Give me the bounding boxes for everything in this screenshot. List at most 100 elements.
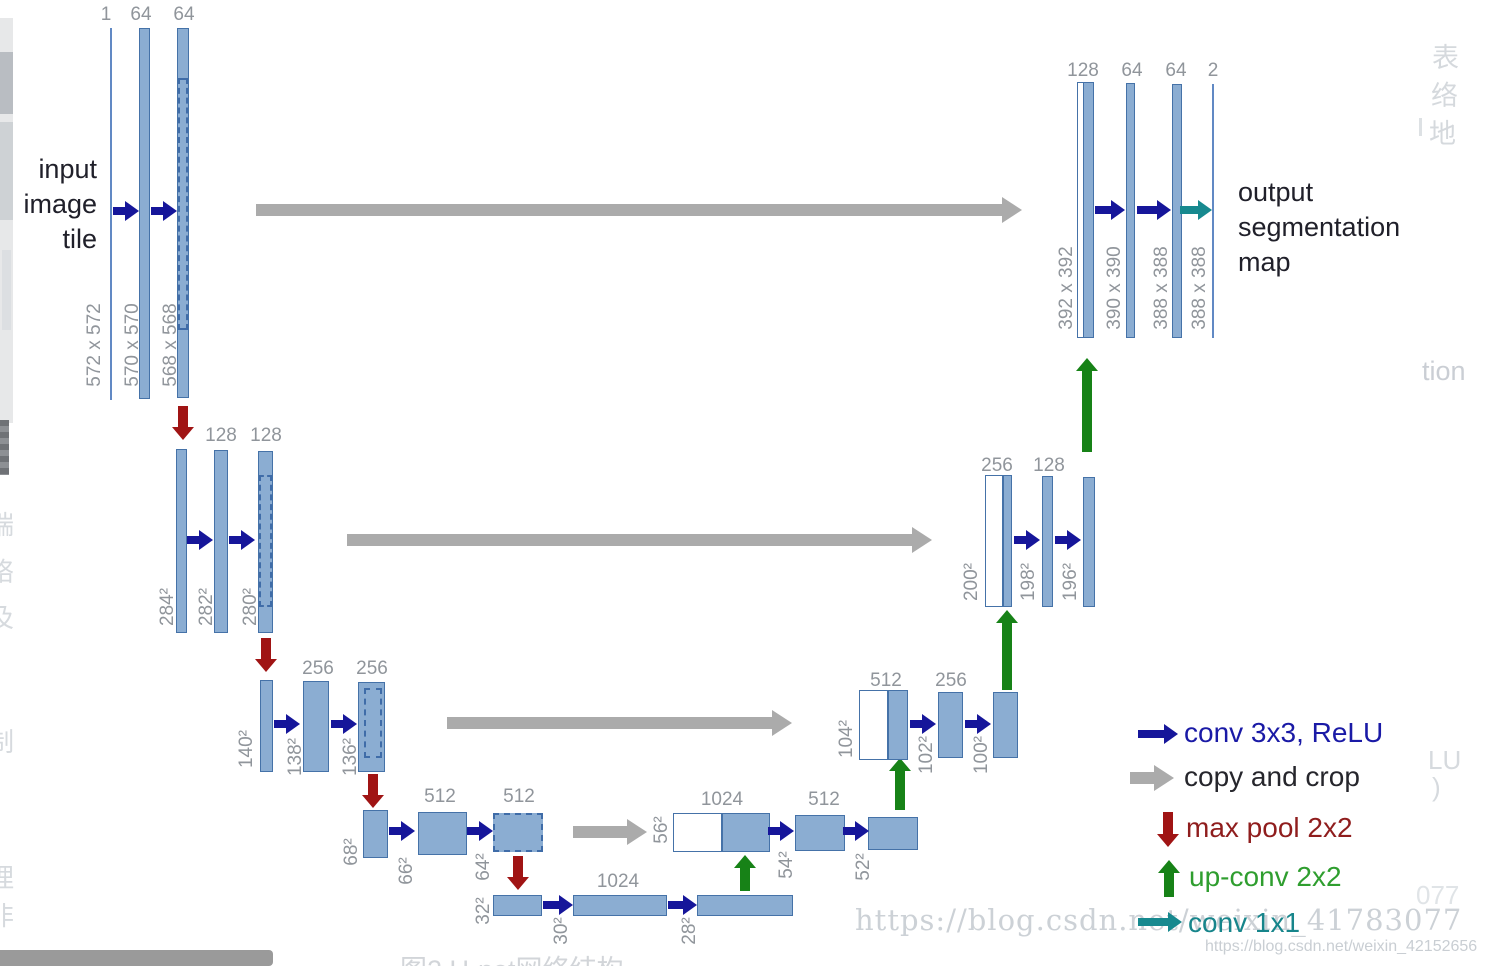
output-label-line3: map (1238, 247, 1291, 277)
bottom-left-gray-bar (0, 950, 273, 966)
side-text-tion: tion (1422, 356, 1466, 386)
channel-label: 512 (808, 789, 840, 810)
upconv-arrow-icon (889, 758, 911, 810)
legend-copy-label: copy and crop (1184, 761, 1360, 792)
dimension-label: 140² (236, 729, 257, 769)
feature-map-bar (938, 692, 963, 758)
feature-map-bar (1126, 83, 1135, 338)
input-feature-line (110, 28, 112, 400)
legend-conv1x1-arrow-icon (1138, 911, 1182, 933)
left-edge-smudge (2, 250, 11, 330)
dimension-label: 572 x 572 (84, 303, 105, 387)
ghost-text-paren: ) (1432, 772, 1441, 802)
feature-map-bar (139, 28, 150, 399)
feature-map-bar (258, 451, 273, 633)
conv1x1-arrow-icon (1180, 200, 1212, 220)
maxpool-arrow-icon (172, 406, 194, 440)
crop-region-outline (178, 78, 188, 330)
dimension-label: 64² (473, 853, 494, 881)
crop-region-outline (259, 475, 272, 607)
dimension-label: 54² (776, 851, 797, 879)
dimension-label: 392 x 392 (1056, 246, 1077, 330)
copied-feature-bar (985, 475, 1003, 607)
feature-map-bar (573, 895, 667, 916)
feature-map-bar (697, 895, 793, 916)
left-edge-text-fragment: 络 (0, 557, 15, 587)
feature-map-bar (1042, 476, 1053, 607)
copy-crop-arrow-icon (256, 197, 1022, 223)
input-label-line2: image (23, 189, 97, 219)
dimension-label: 56² (651, 816, 672, 844)
channel-label: 128 (250, 425, 282, 446)
feature-map-bar (795, 815, 845, 851)
output-label-line1: output (1238, 177, 1314, 207)
left-edge-text-fragment: 非 (0, 901, 15, 931)
feature-map-bar (888, 690, 908, 760)
conv-arrow-icon (910, 714, 936, 734)
feature-map-bar (1083, 477, 1095, 607)
dimension-label: 68² (341, 838, 362, 866)
legend-upconv-label: up-conv 2x2 (1189, 861, 1342, 892)
channel-label: 1 (100, 4, 112, 25)
channel-label: 512 (503, 786, 535, 807)
conv-arrow-icon (1014, 530, 1040, 550)
feature-map-bar (1083, 82, 1094, 338)
upconv-arrow-icon (734, 855, 756, 891)
channel-label: 1024 (596, 871, 640, 892)
copied-feature-bar (859, 690, 888, 760)
conv-arrow-icon (113, 201, 139, 221)
left-edge-text-fragment: 制 (0, 727, 15, 757)
dimension-label: 390 x 390 (1104, 246, 1125, 330)
left-edge-text-fragment: 端 (0, 510, 15, 540)
copied-feature-bar (673, 813, 722, 852)
channel-label: 512 (424, 786, 456, 807)
feature-map-bar (418, 812, 467, 855)
feature-map-bar (260, 680, 273, 772)
upconv-arrow-icon (996, 610, 1018, 690)
channel-label: 2 (1207, 60, 1219, 81)
maxpool-arrow-icon (507, 856, 529, 890)
channel-label: 1024 (700, 789, 744, 810)
channel-label: 128 (205, 425, 237, 446)
channel-label: 256 (302, 658, 334, 679)
conv-arrow-icon (768, 821, 794, 841)
dimension-label: 282² (196, 587, 217, 627)
copy-crop-arrow-icon (447, 710, 792, 736)
maxpool-arrow-icon (362, 774, 384, 808)
dimension-label: 32² (473, 897, 494, 925)
left-edge-text-fragment: 。 (0, 760, 14, 797)
side-chinese-char-2: 络 (1431, 81, 1458, 111)
ghost-text-lu: LU (1428, 745, 1462, 775)
left-edge-smudge (0, 52, 13, 114)
conv-arrow-icon (668, 895, 697, 915)
conv-arrow-icon (229, 530, 255, 550)
legend-copy-arrow-icon (1130, 765, 1174, 791)
left-edge-text-fragment: 理 (0, 863, 15, 893)
output-label-line2: segmentation (1238, 212, 1401, 242)
conv-arrow-icon (543, 895, 573, 915)
channel-label: 64 (1121, 60, 1143, 81)
feature-map-bar (303, 681, 329, 772)
side-chinese-char-3: 地 (1429, 119, 1456, 149)
crop-region-outline (364, 688, 382, 758)
dimension-label: 388 x 388 (1151, 246, 1172, 330)
channel-label: 512 (870, 670, 902, 691)
bottom-caption-ghost: 图2 U-net网络结构 (400, 948, 624, 966)
channel-label: 256 (981, 455, 1013, 476)
conv-arrow-icon (274, 714, 300, 734)
feature-map-bar-cropped (493, 813, 543, 852)
dimension-label: 52² (853, 853, 874, 881)
feature-map-bar (993, 692, 1018, 758)
output-feature-line (1212, 84, 1214, 338)
conv-arrow-icon (331, 714, 357, 734)
dimension-label: 198² (1018, 562, 1039, 602)
ghost-text-077: 077 (1416, 880, 1460, 910)
channel-label: 256 (356, 658, 388, 679)
conv-arrow-icon (187, 530, 213, 550)
dimension-label: 200² (961, 562, 982, 602)
conv-arrow-icon (389, 821, 415, 841)
input-label-line1: input (38, 154, 97, 184)
left-edge-smudge (0, 122, 13, 220)
channel-label: 128 (1067, 60, 1099, 81)
